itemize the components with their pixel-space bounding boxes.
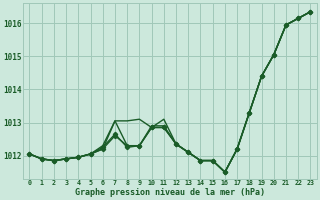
X-axis label: Graphe pression niveau de la mer (hPa): Graphe pression niveau de la mer (hPa) bbox=[75, 188, 265, 197]
